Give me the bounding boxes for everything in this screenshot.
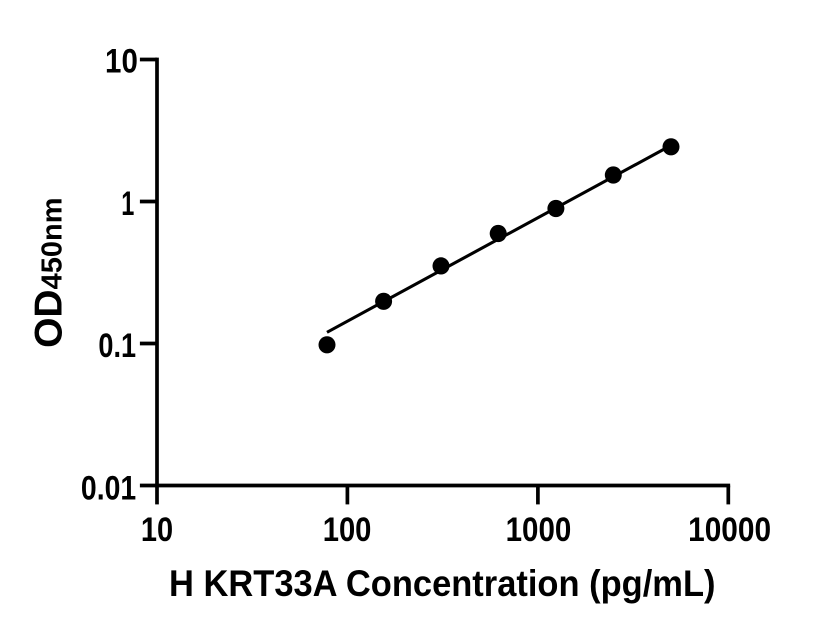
- svg-text:10: 10: [105, 41, 138, 80]
- svg-text:10000: 10000: [688, 510, 771, 549]
- svg-text:0.01: 0.01: [81, 468, 136, 507]
- svg-text:1000: 1000: [506, 510, 572, 549]
- svg-text:10: 10: [141, 509, 173, 548]
- svg-text:0.1: 0.1: [98, 326, 136, 365]
- svg-text:1: 1: [121, 184, 134, 223]
- svg-text:100: 100: [323, 509, 372, 548]
- svg-text:H KRT33A Concentration (pg/mL): H KRT33A Concentration (pg/mL): [169, 562, 715, 605]
